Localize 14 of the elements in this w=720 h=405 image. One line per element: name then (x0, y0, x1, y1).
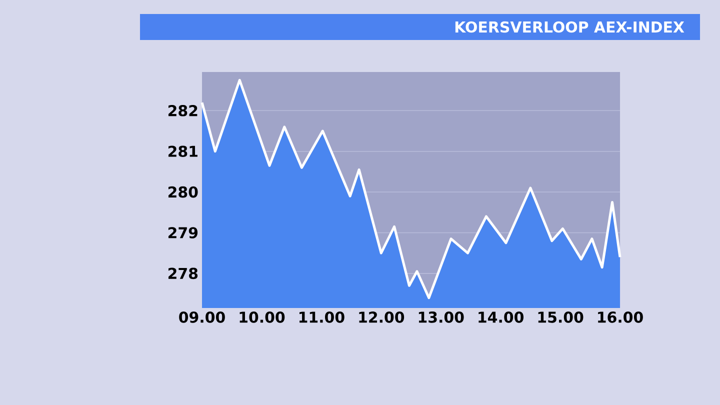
y-tick-label: 278 (168, 268, 198, 280)
y-tick-label: 279 (168, 227, 198, 238)
y-tick-label: 280 (168, 186, 198, 198)
x-tick-label: 11.00 (299, 312, 344, 323)
x-tick-label: 13.00 (418, 312, 464, 323)
x-tick-label: 15.00 (538, 312, 584, 323)
x-tick-label: 14.00 (478, 312, 524, 323)
chart-title: KOERSVERLOOP AEX-INDEX (455, 21, 684, 33)
y-tick-label: 282 (168, 105, 198, 116)
x-tick-label: 09.00 (179, 312, 225, 323)
x-tick-label: 12.00 (359, 312, 404, 323)
x-tick-label: 10.00 (240, 312, 285, 323)
y-tick-label: 281 (168, 146, 198, 157)
x-tick-label: 16.00 (598, 312, 643, 323)
